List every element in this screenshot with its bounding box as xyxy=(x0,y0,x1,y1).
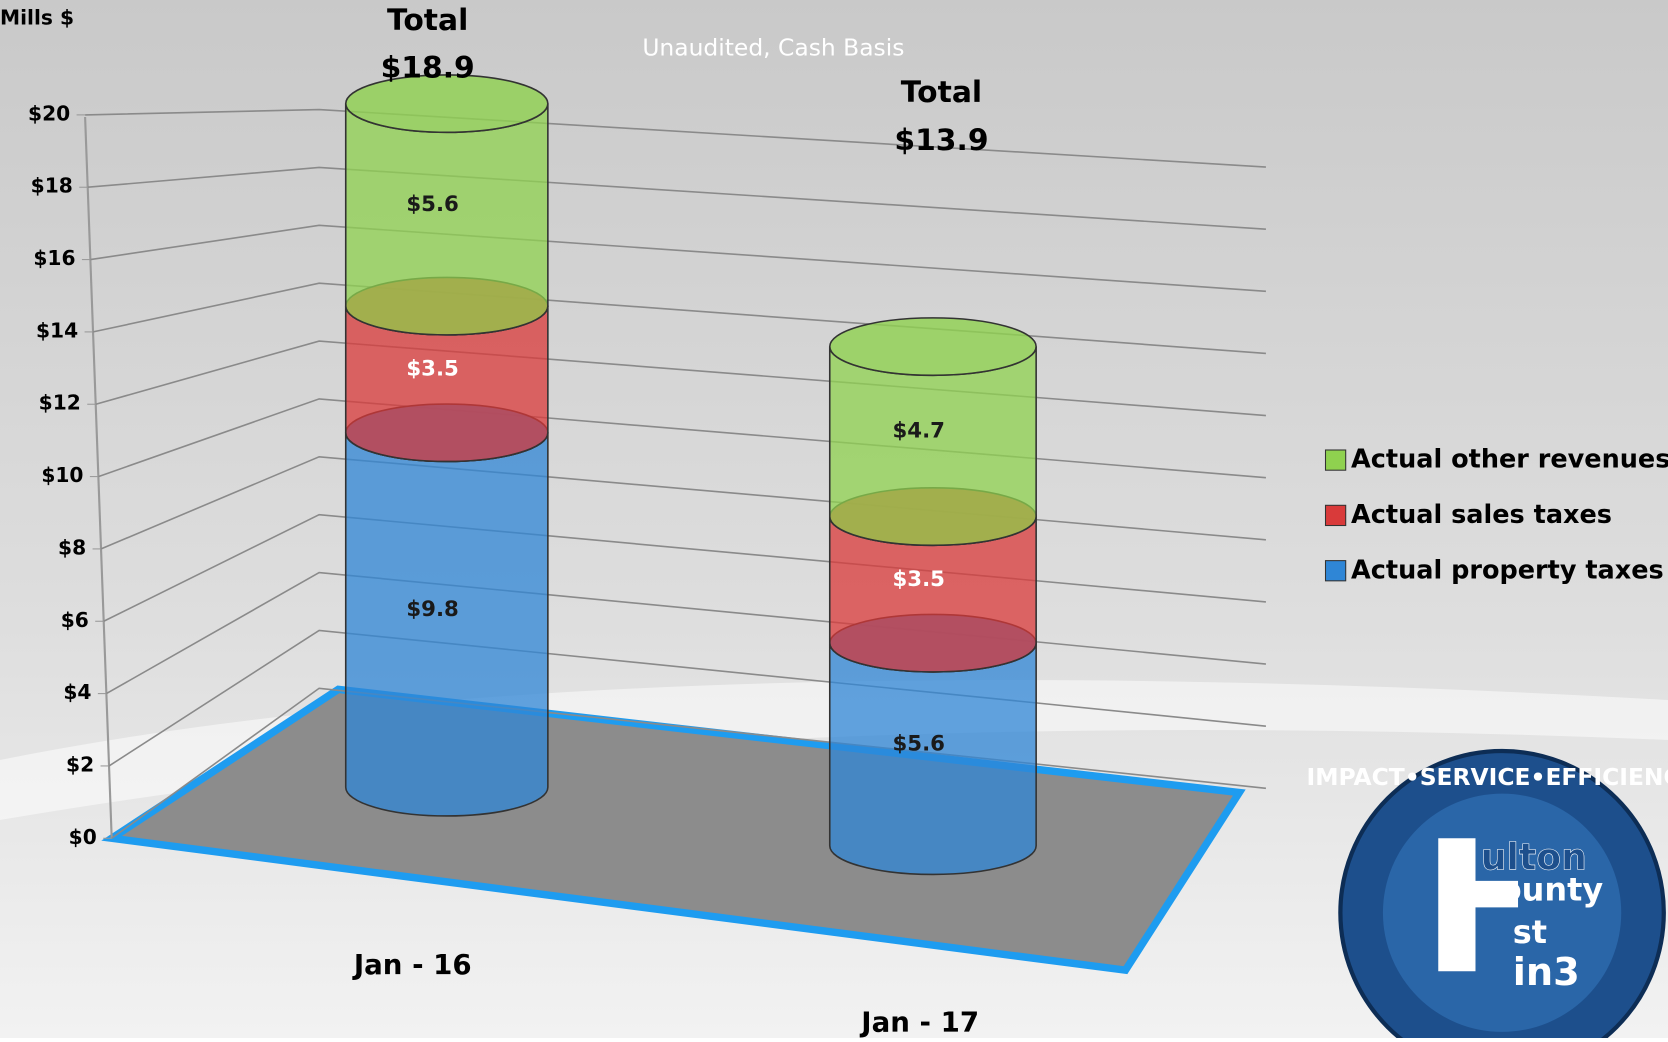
logo-f xyxy=(1438,838,1519,972)
cylinder-cap xyxy=(828,317,1037,377)
logo-line2: county xyxy=(1481,870,1604,908)
value-label: $9.8 xyxy=(406,597,458,622)
total-label: Total xyxy=(901,75,982,110)
legend-swatch xyxy=(1324,560,1347,582)
y-tick-label: $0 xyxy=(69,825,97,849)
value-label: $5.6 xyxy=(893,731,945,756)
logo-line4: in3 xyxy=(1513,950,1580,995)
logo: IMPACT•SERVICE•EFFICIENCYENGAGED PEOPLEu… xyxy=(1307,748,1668,1042)
y-tick-label: $10 xyxy=(41,463,83,487)
grid-line xyxy=(85,108,1266,168)
value-label: $3.5 xyxy=(406,356,458,381)
grid-line xyxy=(90,224,1266,293)
y-tick-label: $2 xyxy=(66,752,94,776)
y-axis-label: Mills $ xyxy=(0,6,74,30)
total-value: $13.9 xyxy=(894,123,988,158)
y-axis xyxy=(84,116,113,839)
legend-label: Actual sales taxes xyxy=(1351,500,1612,530)
y-tick-label: $4 xyxy=(63,680,91,704)
y-tick-label: $12 xyxy=(39,391,81,415)
value-label: $3.5 xyxy=(893,567,945,592)
grid-line xyxy=(87,166,1266,230)
logo-line1: ulton xyxy=(1481,836,1587,879)
legend-swatch xyxy=(1324,504,1347,527)
legend-label: Actual property taxes xyxy=(1351,555,1664,585)
y-tick-label: $6 xyxy=(61,608,89,632)
logo-line3: st xyxy=(1513,913,1547,951)
value-label: $4.7 xyxy=(893,419,945,444)
legend-label: Actual other revenues xyxy=(1351,445,1668,475)
plot: Mills $ Unaudited, Cash Basis $0 $2 $4 $6 $8… xyxy=(0,3,1668,1042)
cylinder-segment xyxy=(344,103,549,336)
subtitle: Unaudited, Cash Basis xyxy=(642,33,904,61)
total-label: Total xyxy=(387,3,468,38)
logo-center xyxy=(1382,793,1622,1032)
cylinder-cap xyxy=(344,74,549,134)
x-tick-label: Jan - 17 xyxy=(859,1005,979,1038)
cylinder-segment xyxy=(344,432,549,817)
logo-top: IMPACT•SERVICE•EFFICIENCY xyxy=(1307,763,1668,791)
cylinder-segment xyxy=(828,643,1037,876)
value-label: $5.6 xyxy=(406,192,458,217)
y-tick-label: $18 xyxy=(31,174,73,198)
y-tick-label: $16 xyxy=(33,246,75,270)
y-tick-label: $14 xyxy=(36,318,78,342)
y-tick-label: $8 xyxy=(58,535,86,559)
x-tick-label: Jan - 16 xyxy=(352,948,472,981)
total-value: $18.9 xyxy=(381,51,475,86)
cylinder-segment xyxy=(828,346,1037,547)
y-tick-label: $20 xyxy=(28,101,70,125)
legend-swatch xyxy=(1324,449,1347,471)
